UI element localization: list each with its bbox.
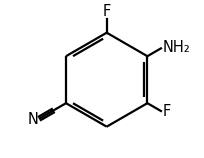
Text: NH₂: NH₂ xyxy=(163,40,190,55)
Text: F: F xyxy=(163,104,171,119)
Text: F: F xyxy=(103,4,111,19)
Text: N: N xyxy=(27,112,38,127)
